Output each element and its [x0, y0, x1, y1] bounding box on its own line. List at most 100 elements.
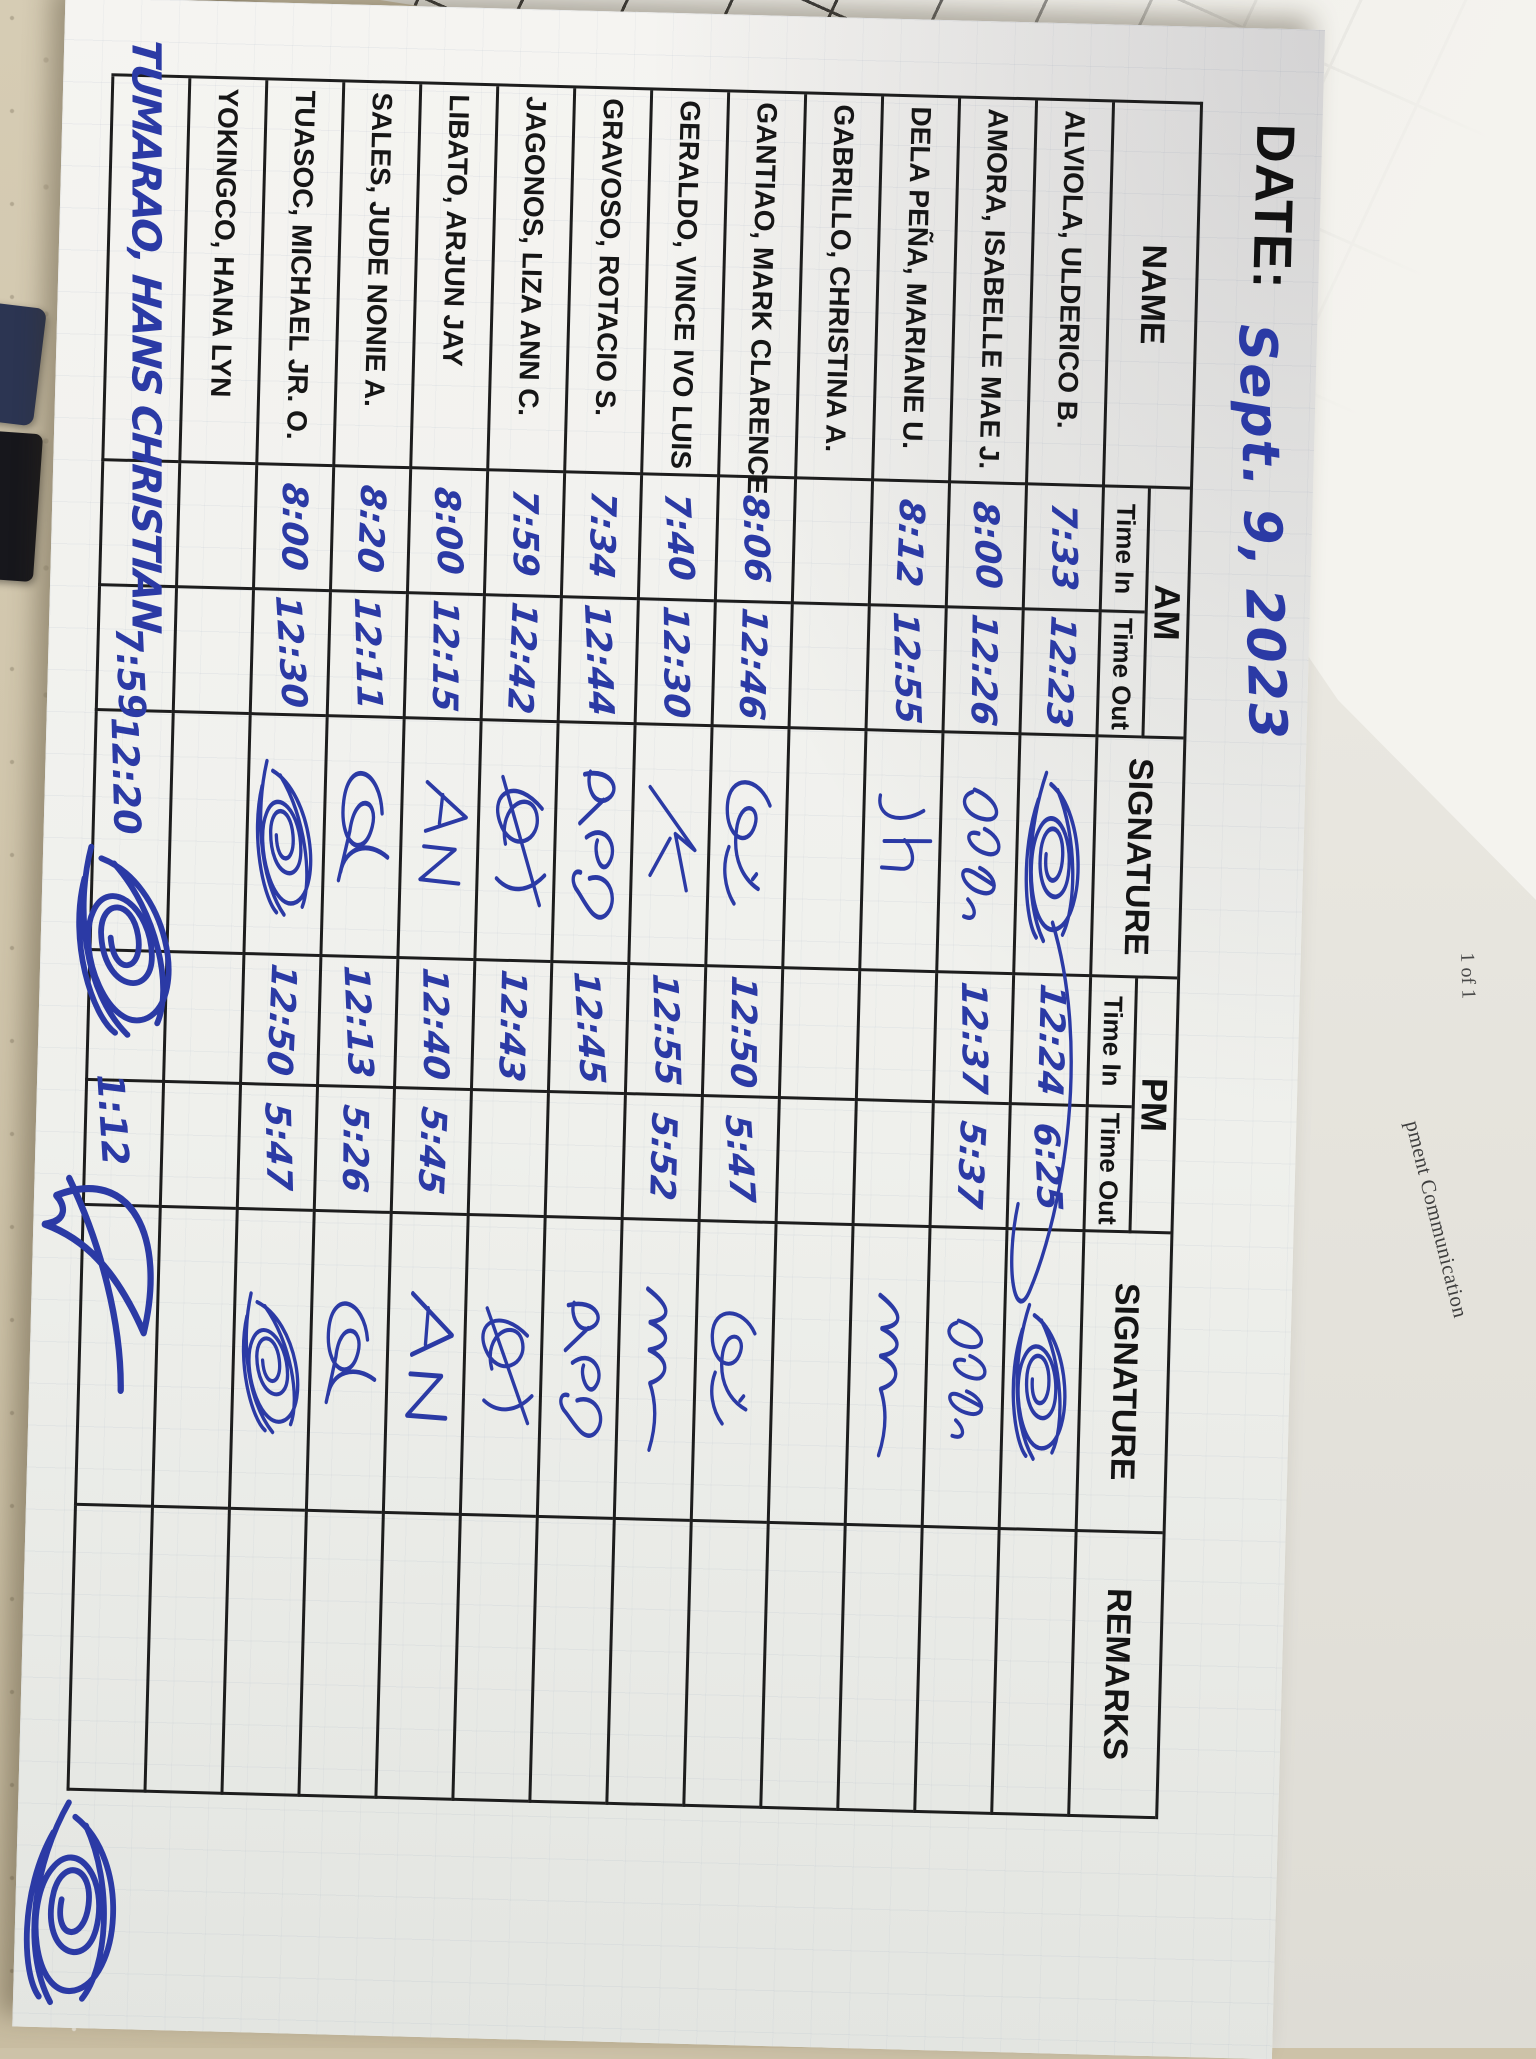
handwritten-am-in: 7:59	[106, 626, 154, 720]
pm-signature-cell	[920, 1228, 1006, 1530]
handwritten-signature	[41, 1174, 154, 1394]
am-time-out-cell: 12:46	[710, 602, 791, 730]
time-value-handwritten: 12:11	[345, 596, 389, 712]
am-time-out-cell: 12:11	[325, 592, 406, 720]
time-value-handwritten: 8:20	[348, 482, 393, 576]
pm-signature-cell	[381, 1213, 467, 1516]
header-remarks: REMARKS	[1067, 1531, 1163, 1820]
pm-signature-cell	[535, 1217, 621, 1520]
header-am: AM	[1141, 488, 1190, 740]
time-value-handwritten: 7:40	[655, 492, 702, 582]
am-signature-cell	[242, 715, 326, 957]
am-time-in-cell: 7:40	[636, 475, 718, 603]
am-time-in-cell	[174, 463, 256, 591]
remarks-cell	[220, 1509, 305, 1797]
remarks-text: GERALDO, VINCE IVO LUIS	[665, 100, 706, 470]
am-signature-cell	[319, 717, 403, 960]
header-am-time-out: Time Out	[1095, 612, 1145, 739]
pm-time-out-cell: 5:47	[235, 1084, 316, 1212]
time-value-handwritten: 12:26	[962, 612, 1004, 729]
pm-time-out-cell	[466, 1090, 547, 1218]
am-time-in-cell: 7:59	[482, 471, 564, 599]
time-value-handwritten: 7:34	[580, 489, 623, 582]
am-time-in-cell: 7:34	[559, 473, 641, 601]
am-time-in-cell: 7:33	[1021, 485, 1102, 613]
am-signature-cell	[627, 725, 711, 968]
time-value-handwritten: 12:43	[490, 967, 534, 1084]
am-time-out-cell: 12:55	[864, 606, 945, 734]
am-time-in-cell: 8:06	[713, 477, 795, 605]
am-time-out-cell: 12:42	[479, 596, 560, 724]
time-value-handwritten: 12:40	[414, 965, 456, 1082]
time-value-handwritten: 12:23	[1037, 613, 1083, 731]
time-value-handwritten: 12:50	[722, 973, 764, 1090]
pm-time-in-cell: 12:55	[623, 965, 705, 1098]
name-cell: GABRILLO, CHRISTINA A.	[794, 94, 882, 482]
signature-ink	[405, 1290, 454, 1421]
remarks-cell	[528, 1517, 613, 1805]
name-cell: GRAVOSO, ROTACIO S.	[563, 88, 651, 476]
pm-time-out-cell: 5:26	[312, 1086, 393, 1214]
remarks-text: GRAVOSO, ROTACIO S.	[589, 97, 629, 417]
pm-time-out-cell: 5:37	[928, 1103, 1009, 1231]
pm-time-in-cell: 12:13	[315, 956, 397, 1089]
pm-signature-cell	[612, 1219, 698, 1522]
header-am-time-in: Time In	[1098, 487, 1148, 614]
page-number: 1 of 1	[1456, 952, 1480, 1000]
time-value-handwritten: 7:59	[504, 487, 545, 579]
am-time-in-cell: 8:20	[328, 467, 410, 595]
attendance-sheet: DATE: Sept. 9, 2023 NAME AM Time In Time…	[12, 0, 1325, 2059]
remarks-text: GANTIAO, MARK CLARENCE	[741, 102, 783, 495]
am-signature-cell	[781, 729, 865, 972]
am-time-in-cell: 8:00	[405, 469, 487, 597]
pm-signature-cell	[766, 1224, 852, 1526]
attendance-table: NAME AM Time In Time Out SIGNATURE PM Ti…	[66, 73, 1204, 1820]
pm-time-in-cell: 12:43	[469, 961, 551, 1093]
remarks-cell	[451, 1515, 536, 1803]
name-cell: GERALDO, VINCE IVO LUIS	[640, 90, 728, 478]
remarks-text: SALES, JUDE NONIE A.	[358, 91, 399, 408]
am-time-out-cell: 12:15	[402, 594, 483, 722]
signature-ink	[1010, 770, 1080, 1303]
remarks-cell	[759, 1523, 844, 1811]
remarks-cell	[913, 1527, 998, 1815]
pm-time-in-cell: 12:40	[392, 959, 474, 1091]
am-signature-cell	[550, 723, 634, 966]
remarks-cell	[836, 1525, 921, 1813]
am-time-out-cell: 12:26	[941, 608, 1022, 736]
pm-time-in-cell: 12:50	[239, 954, 320, 1087]
signature-ink	[1011, 1302, 1067, 1461]
time-value-handwritten: 12:37	[953, 979, 994, 1096]
am-time-in-cell: 8:00	[944, 483, 1025, 611]
time-value-handwritten: 12:46	[730, 605, 774, 723]
am-time-out-cell: 12:30	[633, 600, 714, 728]
header-pm-time-in: Time In	[1085, 977, 1136, 1109]
pm-time-in-cell	[777, 969, 859, 1102]
time-value-handwritten: 8:12	[887, 496, 932, 590]
remarks-text: GABRILLO, CHRISTINA A.	[819, 104, 860, 453]
time-value-handwritten: 12:24	[1029, 981, 1072, 1098]
pm-signature-cell	[304, 1211, 390, 1514]
remarks-cell	[605, 1519, 690, 1807]
pm-signature-cell	[843, 1226, 929, 1528]
pm-time-in-cell: 12:50	[700, 967, 782, 1100]
time-value-handwritten: 5:45	[409, 1104, 454, 1198]
time-value-handwritten: 8:06	[734, 493, 777, 585]
date-label: DATE:	[1241, 122, 1306, 291]
signature-ink	[648, 784, 697, 892]
remarks-text: TUASOC, MICHAEL JR. O.	[280, 89, 322, 441]
time-value-handwritten: 12:30	[654, 604, 696, 721]
remarks-cell	[143, 1507, 228, 1795]
pm-time-in-cell: 12:24	[1008, 975, 1090, 1108]
signature-ink	[876, 1292, 900, 1458]
time-value-handwritten: 12:55	[884, 610, 928, 726]
am-time-out-cell	[171, 588, 252, 716]
handwritten-added-row: TUMARAO, HANS CHRISTIAN 7:59 12:20 1:12	[6, 37, 190, 2030]
pm-time-out-cell	[851, 1101, 932, 1229]
signature-ink	[494, 774, 547, 907]
time-value-handwritten: 12:44	[575, 602, 621, 718]
name-cell: AMORA, ISABELLE MAE J.	[948, 98, 1036, 486]
time-value-handwritten: 12:50	[258, 960, 304, 1079]
am-time-in-cell	[790, 479, 872, 607]
time-value-handwritten: 8:00	[964, 500, 1009, 591]
